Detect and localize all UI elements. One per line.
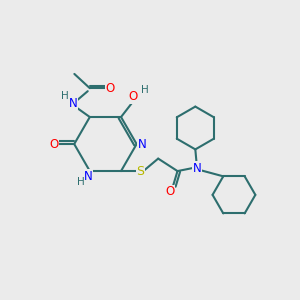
Text: H: H — [77, 177, 85, 188]
Text: N: N — [84, 170, 93, 183]
Text: O: O — [50, 138, 58, 151]
Text: N: N — [138, 138, 146, 151]
Text: H: H — [61, 91, 68, 101]
Text: N: N — [68, 97, 77, 110]
Text: S: S — [136, 165, 144, 178]
Text: O: O — [165, 185, 175, 198]
Text: N: N — [193, 162, 202, 175]
Text: O: O — [128, 90, 137, 103]
Text: O: O — [105, 82, 114, 95]
Text: H: H — [141, 85, 149, 95]
